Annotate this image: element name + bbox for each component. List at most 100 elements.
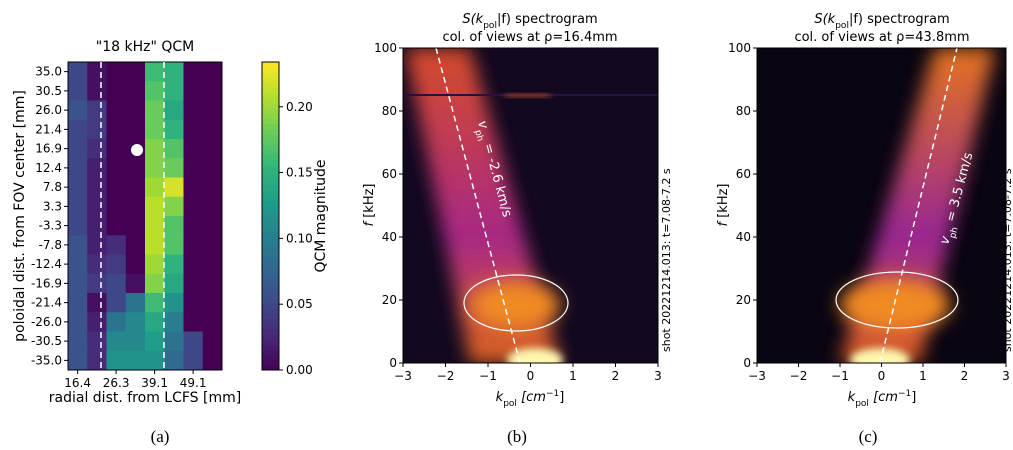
- heatmap-cell: [125, 216, 146, 236]
- y-label-part: [kHz]: [362, 184, 377, 222]
- heatmap-cell: [106, 235, 127, 255]
- colorbar-segment: [262, 77, 279, 84]
- title-part: pol: [835, 21, 849, 31]
- x-tick-label: 16.4: [64, 376, 91, 390]
- colorbar-segment: [262, 303, 279, 309]
- colorbar-segment: [262, 251, 279, 258]
- x-tick-label: 26.3: [103, 376, 130, 390]
- heatmap-cell: [145, 293, 165, 313]
- colorbar-segment: [262, 308, 279, 315]
- heatmap-cell: [183, 139, 204, 159]
- heatmap-cell: [87, 216, 107, 236]
- y-tick-label: 26.0: [35, 103, 62, 117]
- title-part: |f) spectrogram: [849, 12, 950, 27]
- heatmap-cell: [202, 235, 223, 255]
- heatmap-cell: [183, 312, 204, 332]
- colorbar-segment: [262, 267, 279, 273]
- heatmap-cell: [87, 312, 107, 332]
- y-tick-label: 20: [736, 293, 751, 307]
- heatmap-cell: [87, 119, 107, 140]
- heatmap-cell: [145, 350, 165, 371]
- y-tick-label: -35.0: [31, 353, 62, 367]
- y-tick-label: 60: [736, 167, 751, 181]
- y-label-part: [kHz]: [716, 184, 731, 222]
- colorbar-tick-label: 0.20: [286, 100, 313, 114]
- velocity-line: [435, 47, 521, 364]
- heatmap-cell: [87, 158, 107, 178]
- heatmap-cell: [68, 100, 88, 121]
- y-axis-label: f [kHz]: [362, 184, 377, 227]
- colorbar-segment: [262, 149, 279, 155]
- colorbar-segment: [262, 97, 279, 104]
- heatmap-cell: [164, 350, 184, 371]
- heatmap-cell: [125, 350, 146, 371]
- colorbar-segment: [262, 210, 279, 217]
- colorbar-tick-label: 0.10: [286, 231, 313, 245]
- heatmap-cell: [68, 312, 88, 332]
- heatmap-cell: [202, 331, 223, 352]
- title: S(kpol|f) spectrogram: [462, 12, 597, 31]
- colorbar-tick-label: 0.00: [286, 363, 313, 377]
- x-label-part: −1: [546, 389, 559, 399]
- colorbar-tick-label: 0.15: [286, 166, 313, 180]
- heatmap-cell: [125, 100, 146, 121]
- heatmap-cell: [202, 196, 223, 217]
- heatmap-cell: [164, 331, 184, 352]
- colorbar-segment: [262, 236, 279, 243]
- y-tick-label: -21.4: [31, 296, 62, 310]
- shot-label: shot 20221214.013: t=7.08-7.2 s: [660, 168, 673, 352]
- heatmap-cell: [145, 331, 165, 352]
- heatmap-cell: [87, 139, 107, 159]
- colorbar-segment: [262, 216, 279, 222]
- x-tick-label: 0: [527, 369, 535, 383]
- title-part: S(k: [462, 12, 483, 27]
- heatmap-cell: [87, 350, 107, 371]
- y-tick-label: 20: [382, 293, 397, 307]
- y-tick-label: 3.3: [43, 199, 62, 213]
- x-label-part: k: [848, 390, 856, 405]
- x-tick-label: 49.1: [180, 376, 207, 390]
- heatmap-cell: [202, 216, 223, 236]
- colorbar-segment: [262, 318, 279, 325]
- y-label-part: f: [362, 219, 377, 226]
- y-tick-label: -3.3: [39, 219, 62, 233]
- x-axis-label: radial dist. from LCFS [mm]: [49, 390, 241, 406]
- heatmap-cell: [87, 273, 107, 294]
- heatmap-cell: [164, 216, 184, 236]
- heatmap-cell: [106, 273, 127, 294]
- colorbar-segment: [262, 82, 279, 89]
- heatmap-cell: [202, 158, 223, 178]
- colorbar-tick-label: 0.05: [286, 297, 313, 311]
- heatmap-cell: [106, 100, 127, 121]
- colorbar-segment: [262, 174, 279, 181]
- x-axis-label: kpol [cm−1]: [848, 389, 917, 409]
- heatmap-cell: [164, 273, 184, 294]
- heatmap-cell: [183, 81, 204, 101]
- heatmap-cell: [106, 293, 127, 313]
- heatmap-cell: [183, 100, 204, 121]
- heatmap-cell: [145, 312, 165, 332]
- heatmap-cell: [68, 62, 88, 82]
- heatmap-cell: [106, 254, 127, 275]
- colorbar-segment: [262, 221, 279, 227]
- colorbar-segment: [262, 293, 279, 299]
- colorbar-segment: [262, 334, 279, 340]
- subtitle: col. of views at ρ=16.4mm: [442, 30, 617, 45]
- heatmap-cell: [183, 158, 204, 178]
- x-tick-label: 0: [878, 369, 886, 383]
- heatmap-cell: [87, 81, 107, 101]
- heatmap-cell: [164, 312, 184, 332]
- colorbar-segment: [262, 154, 279, 161]
- heatmap-cell: [164, 177, 184, 198]
- heatmap-cell: [125, 81, 146, 101]
- spectrogram-image: [757, 48, 1006, 363]
- y-tick-label: 0: [389, 356, 397, 370]
- y-tick-label: 0: [743, 356, 751, 370]
- heatmap-cell: [183, 350, 204, 371]
- x-tick-label: 2: [961, 369, 969, 383]
- heatmap-title: "18 kHz" QCM: [96, 39, 194, 55]
- heatmap-cell: [68, 139, 88, 159]
- x-label-part: ]: [911, 390, 916, 405]
- y-tick-label: 30.5: [35, 84, 62, 98]
- colorbar-segment: [262, 128, 279, 135]
